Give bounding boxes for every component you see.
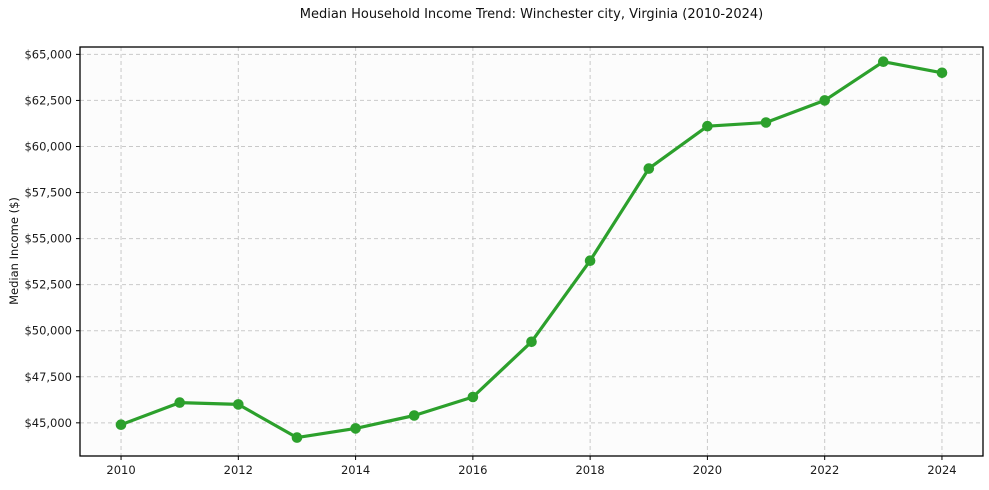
x-tick-label: 2014 <box>341 463 370 477</box>
data-point-2012 <box>233 399 244 410</box>
plot-background <box>80 47 983 456</box>
data-point-2019 <box>643 163 655 174</box>
data-point-2021 <box>760 117 772 128</box>
y-tick-label: $65,000 <box>24 47 72 61</box>
x-tick-label: 2022 <box>810 463 839 477</box>
x-tick-label: 2024 <box>927 463 956 477</box>
y-tick-label: $60,000 <box>24 139 72 153</box>
x-tick-label: 2010 <box>106 463 135 477</box>
data-point-2014 <box>350 423 361 434</box>
data-point-2020 <box>702 120 713 132</box>
data-point-2024 <box>936 67 948 79</box>
data-point-2018 <box>584 255 596 266</box>
y-tick-label: $55,000 <box>24 232 72 246</box>
x-tick-label: 2020 <box>693 463 722 477</box>
y-tick-label: $62,500 <box>24 93 72 107</box>
y-tick-label: $47,500 <box>24 370 72 384</box>
data-point-2013 <box>291 432 303 443</box>
y-axis-label: Median Income ($) <box>7 197 21 305</box>
y-tick-label: $45,000 <box>24 416 72 430</box>
x-tick-label: 2012 <box>224 463 253 477</box>
x-tick-label: 2016 <box>458 463 487 477</box>
data-point-2022 <box>819 95 830 106</box>
data-point-2023 <box>878 56 889 67</box>
data-point-2017 <box>526 336 537 348</box>
y-tick-label: $52,500 <box>24 278 72 292</box>
data-point-2010 <box>115 419 127 431</box>
data-point-2015 <box>408 410 420 421</box>
y-tick-label: $50,000 <box>24 324 72 338</box>
chart-title: Median Household Income Trend: Wincheste… <box>299 7 764 22</box>
data-point-2016 <box>467 391 479 403</box>
x-tick-label: 2018 <box>575 463 604 477</box>
plot-border <box>79 46 984 457</box>
y-tick-label: $57,500 <box>24 186 72 200</box>
data-point-2011 <box>174 397 185 408</box>
